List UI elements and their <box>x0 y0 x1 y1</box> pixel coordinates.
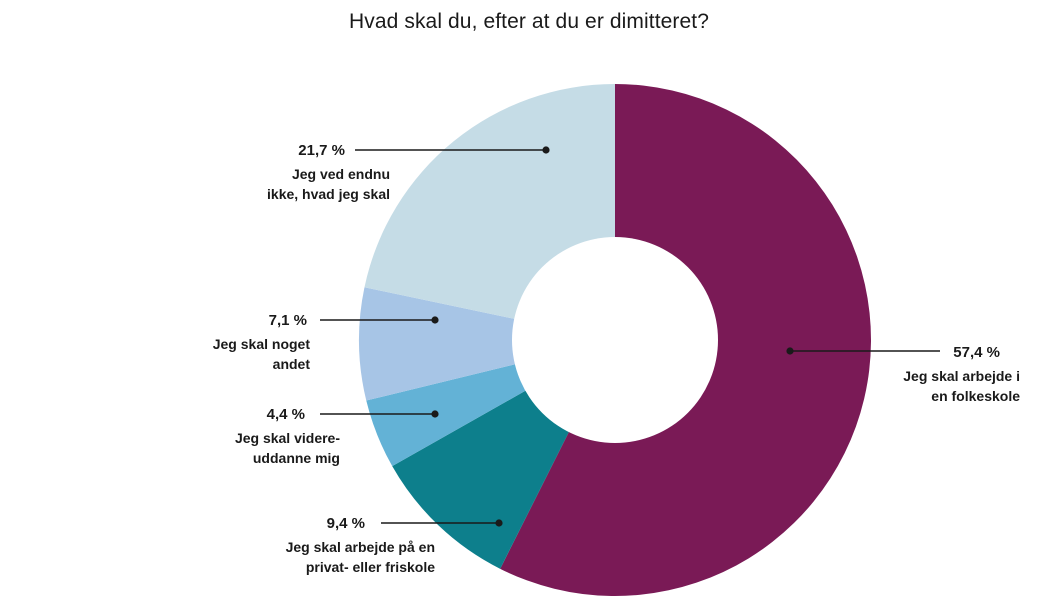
callout-dot <box>431 316 439 324</box>
donut-hole <box>512 237 718 443</box>
callout-dot <box>431 410 439 418</box>
slice-category-label: Jeg skal arbejde i <box>903 368 1020 384</box>
slice-category-label: ikke, hvad jeg skal <box>267 186 390 202</box>
callout-1: 57,4 % Jeg skal arbejde i en folkeskole <box>786 344 1020 404</box>
chart-title: Hvad skal du, efter at du er dimitteret? <box>348 10 709 33</box>
slice-category-label: Jeg skal videre- <box>235 430 340 446</box>
slice-category-label: en folkeskole <box>931 388 1020 404</box>
donut-slice-4 <box>359 287 615 401</box>
slice-value-label: 7,1 % <box>269 312 307 329</box>
slice-value-label: 57,4 % <box>953 344 1000 361</box>
slice-category-label: andet <box>273 356 311 372</box>
slice-category-label: Jeg ved endnu <box>292 166 390 182</box>
slice-value-label: 21,7 % <box>298 142 345 159</box>
slice-category-label: uddanne mig <box>253 450 340 466</box>
callout-dot <box>542 146 550 154</box>
slice-category-label: privat- eller friskole <box>306 559 435 575</box>
callout-2: 9,4 % Jeg skal arbejde på en privat- eller… <box>286 515 503 575</box>
callouts: 57,4 % Jeg skal arbejde i en folkeskole 9,4… <box>213 142 1020 575</box>
slice-category-label: Jeg skal arbejde på en <box>286 539 435 555</box>
callout-3: 4,4 % Jeg skal videre-uddanne mig <box>235 406 439 466</box>
callout-5: 21,7 % Jeg ved endnu ikke, hvad jeg skal <box>267 142 550 202</box>
slice-category-label: Jeg skal noget <box>213 336 311 352</box>
callout-dot <box>495 519 503 527</box>
callout-dot <box>786 347 794 355</box>
slice-value-label: 4,4 % <box>267 406 305 423</box>
slice-value-label: 9,4 % <box>327 515 365 532</box>
callout-4: 7,1 % Jeg skal noget andet <box>213 312 439 372</box>
